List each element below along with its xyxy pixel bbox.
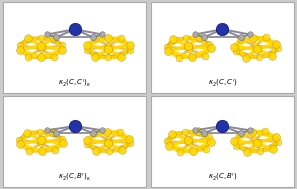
Text: $\kappa_2(C,B')$: $\kappa_2(C,B')$ [208, 172, 237, 183]
FancyBboxPatch shape [151, 2, 294, 93]
FancyBboxPatch shape [3, 96, 146, 187]
Text: $\kappa_2(C,C')$: $\kappa_2(C,C')$ [208, 77, 237, 88]
FancyBboxPatch shape [151, 96, 294, 187]
FancyBboxPatch shape [3, 2, 146, 93]
Text: $\kappa_2(C,B')_\kappa$: $\kappa_2(C,B')_\kappa$ [58, 172, 91, 183]
Text: $\kappa_2(C,C')_\kappa$: $\kappa_2(C,C')_\kappa$ [58, 77, 91, 88]
